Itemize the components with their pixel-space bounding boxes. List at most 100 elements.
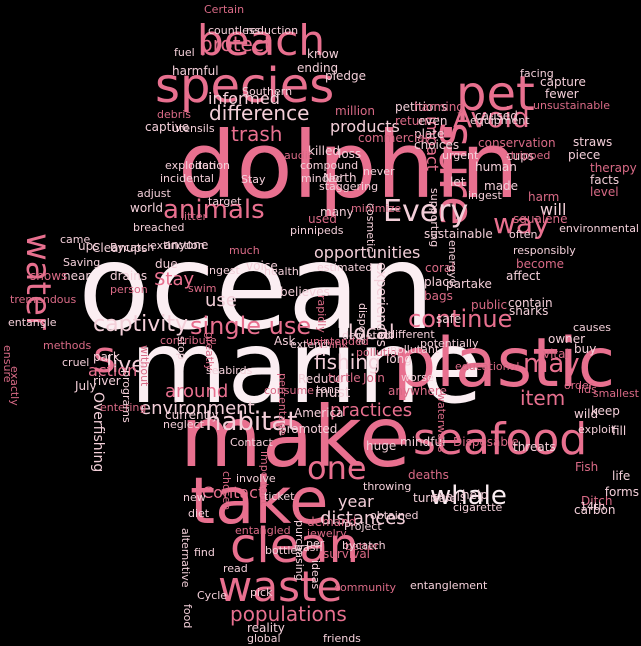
word: straws (573, 135, 613, 149)
word: fill (612, 424, 627, 438)
word: dolphin (178, 112, 519, 219)
word: Cleanups (92, 241, 148, 255)
word: extend (290, 338, 329, 351)
word: pollutant (390, 343, 440, 356)
word: owner (548, 332, 586, 346)
word: seabirds (206, 364, 253, 377)
word: drains (110, 269, 148, 283)
word: sharks (509, 304, 549, 318)
word: better (345, 540, 379, 553)
word: waterways (435, 393, 448, 453)
word: debris (157, 108, 192, 121)
word: cups (506, 149, 535, 163)
word: percentage (276, 373, 289, 436)
word: fewer (545, 87, 579, 101)
word: local (348, 320, 395, 344)
word: consume (264, 384, 314, 397)
word: reduction (246, 24, 299, 37)
word: vital (543, 347, 569, 361)
word: utensils (172, 122, 215, 135)
word: supporting (428, 188, 441, 248)
word: minimize (351, 202, 402, 215)
word: protect (200, 32, 272, 56)
word: partake (446, 277, 492, 291)
word: whale (430, 481, 507, 511)
word: will (540, 200, 567, 219)
word: stripped (505, 149, 551, 162)
word: diet (188, 507, 210, 520)
word: capture (540, 75, 586, 89)
word: even (418, 114, 448, 128)
word: use (205, 290, 237, 311)
word: entangled (235, 524, 291, 537)
word: programs (120, 370, 133, 423)
word: health (264, 265, 299, 278)
word: beach (197, 16, 325, 65)
word: made (484, 179, 519, 193)
word: audit (284, 149, 313, 162)
word: therapy (590, 161, 637, 175)
word: Project (344, 520, 382, 533)
word: don (195, 159, 216, 172)
word: buy (574, 342, 597, 356)
word: order (564, 379, 594, 392)
word: jewelry (307, 527, 347, 540)
word: adjust (137, 187, 171, 200)
word: chosen (220, 471, 233, 511)
word: exploit (578, 423, 616, 436)
word: Stay (154, 269, 195, 290)
word: per (306, 537, 325, 550)
word: entanglement (410, 579, 488, 592)
word: greatly (203, 332, 216, 371)
word: demand (307, 515, 357, 529)
word: turtle (328, 371, 361, 385)
word: keep (591, 404, 620, 418)
word: park (93, 350, 120, 364)
word: informed (208, 89, 280, 108)
word: exploitation (165, 159, 231, 172)
word: target (208, 195, 242, 208)
word: Stay (241, 173, 266, 186)
word: Join (363, 371, 385, 385)
word: know (307, 47, 339, 61)
word: often (509, 228, 538, 241)
word: estimated (317, 261, 373, 274)
word: stop (175, 336, 188, 360)
word: Ask (274, 334, 296, 348)
word: long (386, 352, 412, 366)
word: caused (475, 109, 518, 123)
word: urgent (442, 149, 479, 162)
word: Saving (63, 256, 101, 269)
word: Contact (230, 436, 273, 449)
word: piece (568, 148, 601, 162)
word: practices (330, 400, 413, 421)
word: safe (433, 492, 457, 505)
word: sustainable (424, 227, 493, 241)
word: different (388, 328, 435, 341)
word: entangle (8, 316, 57, 329)
word: ingest (206, 264, 240, 277)
word: swim (188, 282, 217, 295)
word: pinnipeds (290, 224, 344, 237)
word: involve (236, 472, 276, 485)
word: ticket (264, 490, 295, 503)
word: friends (323, 632, 361, 645)
word: conservation (478, 136, 556, 150)
word: read (223, 562, 248, 575)
word: causes (573, 321, 611, 334)
word: person (110, 283, 148, 296)
word: purchasing (293, 520, 306, 581)
word: products (330, 117, 400, 136)
word: turn (413, 491, 438, 505)
word: harm (528, 190, 560, 204)
word: bottles (265, 544, 303, 557)
word: obtained (370, 509, 419, 522)
word: currently (165, 408, 219, 422)
word: entering (100, 401, 147, 414)
word: Cycle (197, 589, 228, 602)
word: forms (604, 485, 639, 499)
word: unintended (306, 335, 369, 348)
word: mindful (400, 435, 446, 449)
word: many (320, 205, 354, 219)
word: rapidly (315, 295, 328, 333)
